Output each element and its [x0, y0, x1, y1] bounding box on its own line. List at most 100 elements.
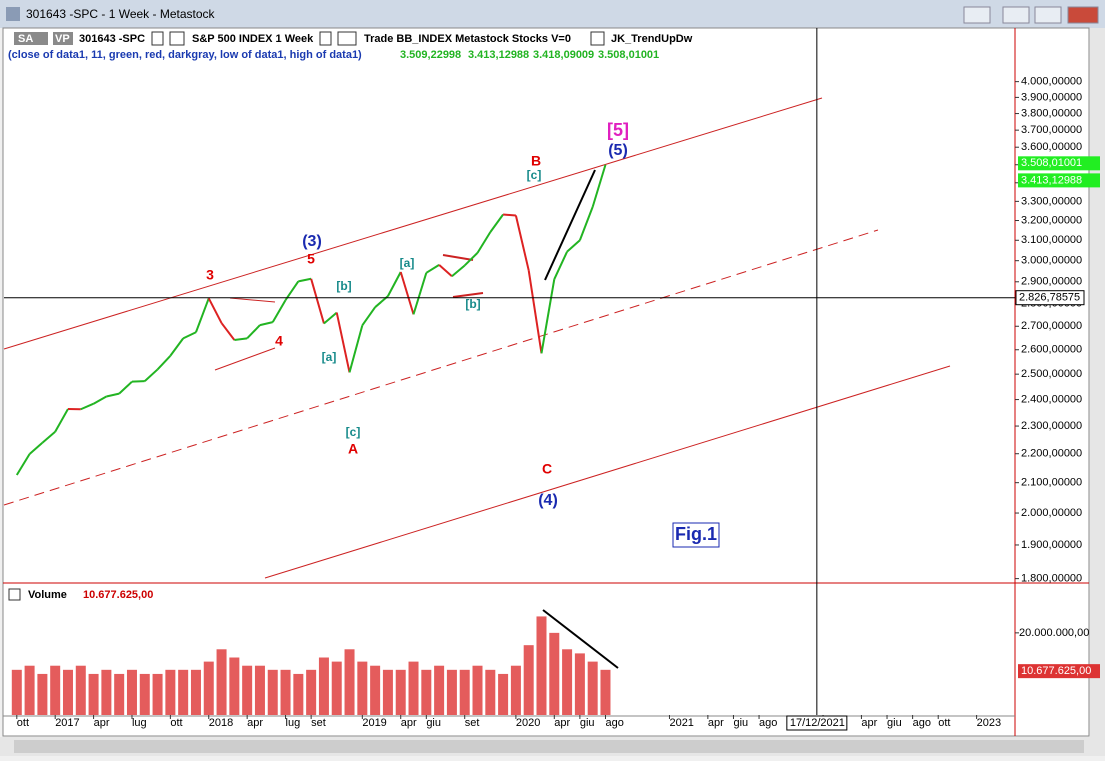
- wave-label: 4: [275, 333, 283, 349]
- toolbar-item[interactable]: SA: [18, 33, 33, 45]
- volume-bar: [498, 674, 508, 715]
- x-tick-label: apr: [401, 717, 417, 729]
- window-title: 301643 -SPC - 1 Week - Metastock: [26, 7, 216, 21]
- volume-last: 10.677.625,00: [83, 589, 153, 601]
- volume-close[interactable]: [9, 589, 20, 600]
- x-tick-label: ott: [170, 717, 182, 729]
- x-tick-label: set: [465, 717, 480, 729]
- dropdown[interactable]: [320, 32, 331, 45]
- y-tick-label: 2.700,00000: [1021, 320, 1082, 332]
- y-tick-label: 2.900,00000: [1021, 276, 1082, 288]
- wave-label: 5: [307, 251, 315, 267]
- x-tick-label: ago: [605, 717, 623, 729]
- interval-button[interactable]: [170, 32, 184, 45]
- formula-value: 3.413,12988: [468, 49, 529, 61]
- volume-bar: [549, 633, 559, 715]
- y-tick-label: 2.000,00000: [1021, 507, 1082, 519]
- x-tick-label: ago: [913, 717, 931, 729]
- volume-bar: [319, 658, 329, 716]
- x-tick-label: ago: [759, 717, 777, 729]
- close-indicator[interactable]: [591, 32, 604, 45]
- volume-bar: [50, 666, 60, 715]
- y-tick-label: 3.000,00000: [1021, 255, 1082, 267]
- y-tick-label: 3.700,00000: [1021, 124, 1082, 136]
- r-button[interactable]: [338, 32, 356, 45]
- x-tick-label: ott: [17, 717, 29, 729]
- y-tick-label: 2.300,00000: [1021, 420, 1082, 432]
- x-tick-label: 2023: [977, 717, 1001, 729]
- x-tick-label: 2017: [55, 717, 79, 729]
- volume-bar: [114, 674, 124, 715]
- cursor-label: 2.826,78575: [1019, 292, 1080, 304]
- y-tick-label: 2.200,00000: [1021, 448, 1082, 460]
- volume-bar: [421, 670, 431, 715]
- x-tick-label: apr: [861, 717, 877, 729]
- volume-bar: [268, 670, 278, 715]
- wave-label: [c]: [527, 168, 542, 182]
- volume-bar: [217, 649, 227, 715]
- close-button[interactable]: [1068, 7, 1098, 23]
- wave-label: A: [348, 441, 358, 457]
- volume-bar: [447, 670, 457, 715]
- volume-bar: [434, 666, 444, 715]
- volume-bar: [101, 670, 111, 715]
- restore-button[interactable]: [964, 7, 990, 23]
- volume-name: Volume: [28, 589, 67, 601]
- dropdown[interactable]: [152, 32, 163, 45]
- volume-bar: [178, 670, 188, 715]
- volume-bar: [127, 670, 137, 715]
- volume-bar: [409, 662, 419, 715]
- volume-bar: [511, 666, 521, 715]
- x-tick-label: set: [311, 717, 326, 729]
- x-tick-label: ott: [938, 717, 950, 729]
- toolbar-item: JK_TrendUpDw: [611, 33, 693, 45]
- x-tick-label: lug: [286, 717, 301, 729]
- volume-bar: [345, 649, 355, 715]
- wave-label: (3): [302, 233, 322, 250]
- x-tick-label: apr: [94, 717, 110, 729]
- volume-bar: [357, 662, 367, 715]
- toolbar-item[interactable]: VP: [55, 33, 70, 45]
- y-tick-label: 1.900,00000: [1021, 539, 1082, 551]
- v-scrollbar[interactable]: [1090, 28, 1105, 738]
- x-tick-label: giu: [887, 717, 902, 729]
- wave-label: 3: [206, 267, 214, 283]
- volume-marker-label: 10.677.625,00: [1021, 665, 1091, 677]
- volume-bar: [204, 662, 214, 715]
- volume-bar: [25, 666, 35, 715]
- wave-label: [a]: [400, 256, 415, 270]
- volume-bar: [575, 653, 585, 715]
- volume-bar: [165, 670, 175, 715]
- wave-label: [c]: [346, 425, 361, 439]
- scroll-thumb[interactable]: [14, 740, 1084, 753]
- price-marker-label: 3.413,12988: [1021, 174, 1082, 186]
- formula-value: 3.508,01001: [598, 49, 659, 61]
- x-tick-label: apr: [247, 717, 263, 729]
- toolbar-item: 301643 -SPC: [79, 33, 145, 45]
- price-segment: [503, 215, 516, 216]
- maximize-button[interactable]: [1035, 7, 1061, 23]
- y-tick-label: 2.400,00000: [1021, 393, 1082, 405]
- y-tick-label: 2.500,00000: [1021, 368, 1082, 380]
- wave-label: [a]: [322, 350, 337, 364]
- formula-value: 3.509,22998: [400, 49, 461, 61]
- formula-value: 3.418,09009: [533, 49, 594, 61]
- volume-bar: [536, 616, 546, 715]
- x-tick-label: giu: [580, 717, 595, 729]
- y-tick-label: 3.800,00000: [1021, 107, 1082, 119]
- volume-bar: [600, 670, 610, 715]
- y-tick-label: 20.000.000,00: [1019, 627, 1089, 639]
- volume-bar: [140, 674, 150, 715]
- wave-label: (4): [538, 492, 558, 509]
- volume-bar: [229, 658, 239, 716]
- volume-bar: [306, 670, 316, 715]
- price-segment: [132, 381, 145, 382]
- y-tick-label: 3.100,00000: [1021, 234, 1082, 246]
- volume-bar: [396, 670, 406, 715]
- cursor-date: 17/12/2021: [790, 717, 845, 729]
- volume-bar: [191, 670, 201, 715]
- minimize-button[interactable]: [1003, 7, 1029, 23]
- toolbar-item: Trade BB_INDEX Metastock Stocks V=0: [364, 33, 571, 45]
- volume-bar: [37, 674, 47, 715]
